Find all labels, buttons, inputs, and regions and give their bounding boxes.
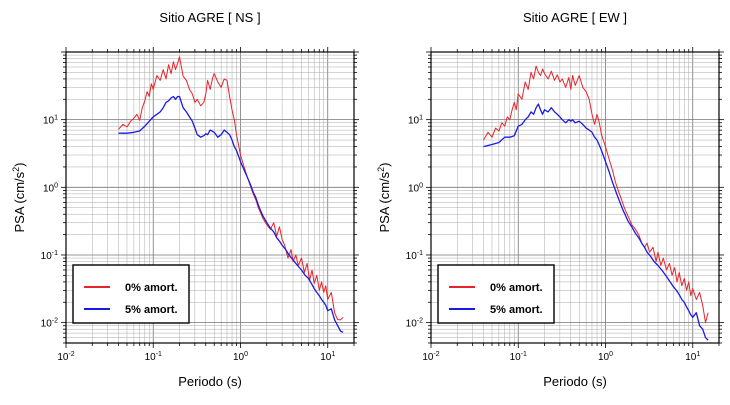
x-tick-label: 101 <box>320 351 335 363</box>
x-tick-label: 10-1 <box>510 351 527 363</box>
legend-label: 5% amort. <box>125 304 178 316</box>
y-tick-label: 100 <box>408 182 423 194</box>
series-line-undamped <box>118 56 344 321</box>
x-tick-label: 10-2 <box>422 351 439 363</box>
chart-panel-1: Sitio AGRE [ NS ] 10-2 10-1 100 101 10-2 10-1 1… <box>11 10 359 389</box>
y-tick-label: 10-1 <box>41 250 58 262</box>
legend-box <box>72 264 190 324</box>
chart-title: Sitio AGRE [ NS ] <box>159 10 260 25</box>
x-tick-label: 10-2 <box>57 351 74 363</box>
y-tick-label: 10-2 <box>406 318 423 330</box>
y-tick-label: 10-2 <box>41 318 58 330</box>
x-tick-label: 101 <box>685 351 700 363</box>
legend-label: 0% amort. <box>490 282 543 294</box>
axis-ticks <box>61 47 359 348</box>
y-axis-label: PSA (cm/s2) <box>11 162 27 232</box>
legend: 0% amort. 5% amort. <box>437 264 555 324</box>
series-line-damped <box>483 103 709 341</box>
legend-box <box>437 264 555 324</box>
x-tick-label: 100 <box>598 351 613 363</box>
chart-panel-2: Sitio AGRE [ EW ] 10-2 10-1 100 101 10-2 10-1 1… <box>376 10 724 389</box>
series-line-undamped <box>483 65 709 324</box>
y-tick-label: 10-1 <box>406 250 423 262</box>
legend-label: 0% amort. <box>125 282 178 294</box>
series-line-damped <box>118 95 344 333</box>
y-tick-label: 100 <box>43 182 58 194</box>
y-tick-label: 101 <box>408 115 423 127</box>
axis-ticks <box>426 47 724 348</box>
legend-label: 5% amort. <box>490 304 543 316</box>
chart-title: Sitio AGRE [ EW ] <box>523 10 627 25</box>
x-axis-label: Periodo (s) <box>178 374 242 389</box>
y-tick-label: 101 <box>43 115 58 127</box>
x-axis-label: Periodo (s) <box>543 374 607 389</box>
legend: 0% amort. 5% amort. <box>72 264 190 324</box>
x-tick-label: 10-1 <box>145 351 162 363</box>
x-tick-label: 100 <box>233 351 248 363</box>
y-axis-label: PSA (cm/s2) <box>376 162 392 232</box>
